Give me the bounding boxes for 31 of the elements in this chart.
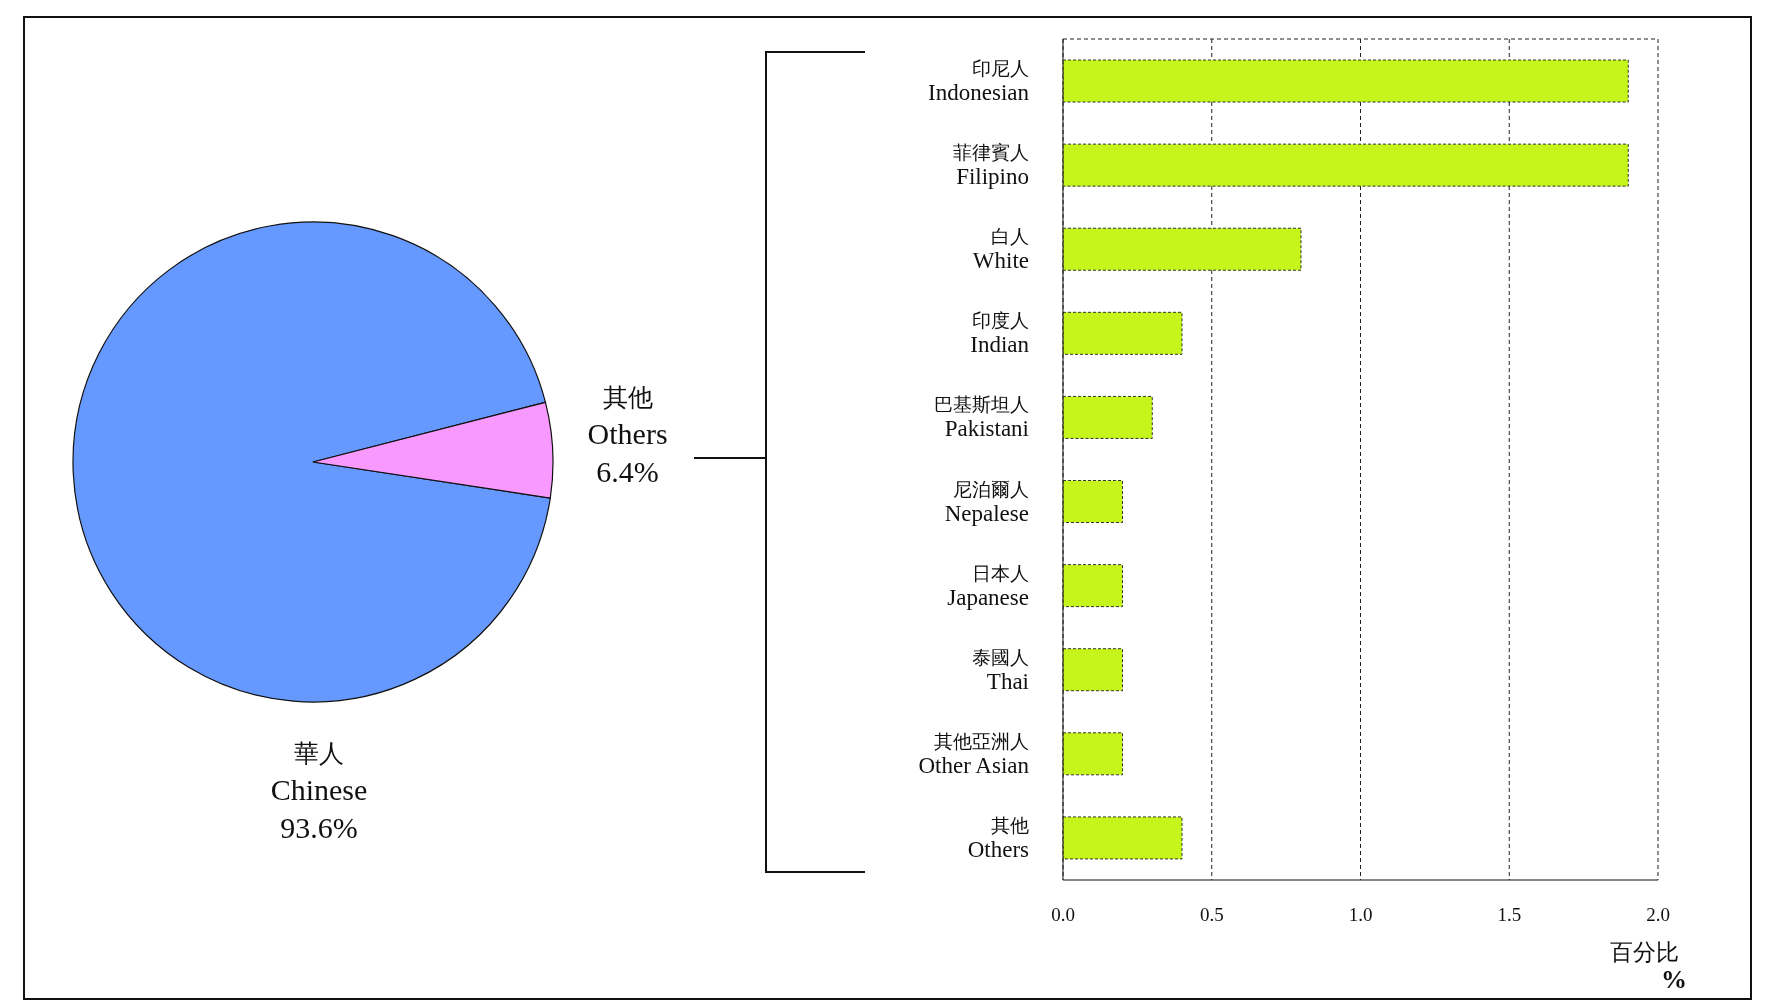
x-tick-label: 0.0 (1051, 904, 1075, 926)
y-tick-label: 泰國人 Thai (972, 645, 1029, 694)
bar (1063, 311, 1183, 355)
y-tick-label: 日本人 Japanese (947, 561, 1029, 610)
bar (1063, 648, 1123, 692)
y-tick-label: 菲律賓人 Filipino (953, 141, 1029, 190)
bar (1063, 564, 1123, 608)
y-tick-label: 其他亞洲人 Other Asian (918, 729, 1030, 778)
x-tick-label: 1.5 (1497, 904, 1522, 926)
x-axis-title: 百分比 % (1609, 939, 1687, 994)
bar (1063, 480, 1123, 524)
bar (1063, 227, 1302, 271)
slice-label: 其他 Others (587, 383, 668, 451)
y-tick-label: 尼泊爾人 Nepalese (944, 477, 1029, 526)
y-tick-label: 巴基斯坦人 Pakistani (934, 393, 1029, 442)
bar (1063, 59, 1629, 103)
bar (1063, 395, 1153, 439)
x-tick-label: 2.0 (1646, 904, 1670, 926)
y-tick-label: 印尼人 Indonesian (928, 57, 1030, 106)
slice-label: 華人 Chinese (270, 739, 368, 806)
y-tick-label: 白人 White (972, 225, 1029, 274)
bar (1063, 732, 1123, 776)
pie-slice (72, 221, 551, 703)
x-tick-label: 0.5 (1199, 904, 1224, 926)
data-label: 6.4% (596, 455, 659, 489)
bar (1063, 143, 1629, 187)
bar (1063, 816, 1183, 860)
y-tick-label: 其他 Others (967, 813, 1030, 862)
data-label: 93.6% (280, 811, 358, 844)
x-tick-label: 1.0 (1348, 904, 1373, 926)
y-tick-label: 印度人 Indian (970, 309, 1030, 358)
